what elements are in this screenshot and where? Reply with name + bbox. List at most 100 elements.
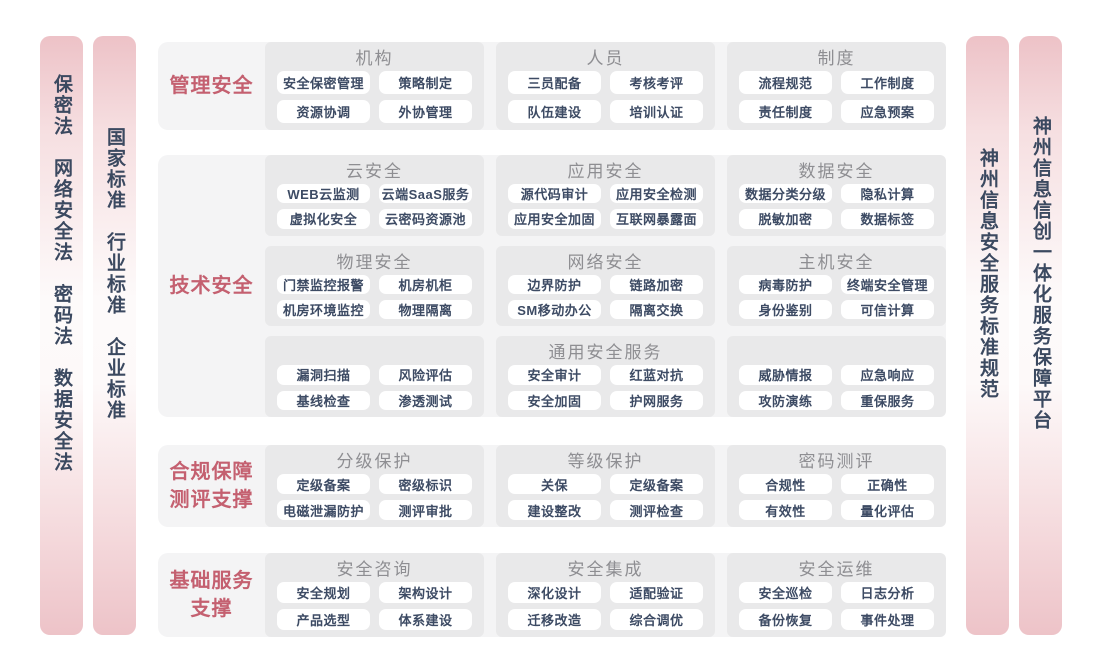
- capability-chip: 关保: [508, 474, 601, 494]
- capability-chip: 定级备案: [277, 474, 370, 494]
- capability-chips: 三员配备 考核考评 队伍建设 培训认证: [506, 71, 705, 123]
- capability-chip: 安全加固: [508, 390, 601, 410]
- section-label: 管理安全: [158, 42, 265, 130]
- capability-chip: 隔离交换: [610, 299, 703, 320]
- section-row: 技术安全 云安全 WEB云监测 云端SaaS服务 虚拟化安全 云密码资源池 应用安全 源代码审…: [158, 155, 946, 417]
- category-title: [275, 340, 474, 365]
- category-block: 安全集成 深化设计 适配验证 迁移改造 综合调优: [496, 553, 715, 637]
- platform-bar: 神州信息信创一体化服务保障平台: [1019, 36, 1062, 635]
- capability-chip: 测评审批: [379, 500, 472, 520]
- capability-chip: 基线检查: [277, 390, 370, 410]
- category-title: 人员: [586, 49, 625, 68]
- category-block: 云安全 WEB云监测 云端SaaS服务 虚拟化安全 云密码资源池: [265, 155, 484, 236]
- capability-chips: 定级备案 密级标识 电磁泄漏防护 测评审批: [275, 474, 474, 520]
- capability-chip: 应急响应: [841, 365, 934, 385]
- capability-chip: 日志分析: [841, 582, 934, 603]
- capability-chip: 建设整改: [508, 500, 601, 520]
- capability-chip: 数据分类分级: [739, 184, 832, 204]
- capability-chip: 互联网暴露面: [610, 209, 703, 229]
- category-block: 主机安全 病毒防护 终端安全管理 身份鉴别 可信计算: [727, 245, 946, 327]
- capability-chip: 云密码资源池: [379, 209, 472, 229]
- capability-chip: 综合调优: [610, 609, 703, 630]
- category-block: 密码测评合规性 正确性 有效性 量化评估: [727, 445, 946, 527]
- main-panel: 管理安全 机构 安全保密管理 策略制定 资源协调 外协管理 人员 三员配备 考核考评 队伍建设 培训…: [158, 42, 946, 637]
- capability-chip: 物理隔离: [379, 299, 472, 320]
- capability-chip: 机房环境监控: [277, 299, 370, 320]
- capability-chip: 适配验证: [610, 582, 703, 603]
- section-label-line: 测评支撑: [169, 489, 254, 511]
- category-block: 威胁情报 应急响应 攻防演练 重保服务: [727, 336, 946, 417]
- category-block: 制度 流程规范 工作制度 责任制度 应急预案: [727, 42, 946, 130]
- capability-chips: 数据分类分级 隐私计算 脱敏加密 数据标签: [737, 184, 936, 229]
- category-block: 物理安全 门禁监控报警 机房机柜 机房环境监控 物理隔离: [265, 245, 484, 327]
- capability-chip: WEB云监测: [277, 184, 370, 204]
- capability-chip: SM移动办公: [508, 299, 601, 320]
- capability-chip: 应急预案: [841, 100, 934, 123]
- capability-chip: 攻防演练: [739, 390, 832, 410]
- standards-bar: 国家标准 行业标准 企业标准: [93, 36, 136, 635]
- capability-chip: 机房机柜: [379, 274, 472, 294]
- category-title: 安全咨询: [336, 560, 413, 579]
- capability-chip: 架构设计: [379, 582, 472, 603]
- capability-chip: 责任制度: [739, 100, 832, 123]
- capability-chip: 云端SaaS服务: [379, 184, 472, 204]
- service-standard-bar-text: 神州信息安全服务标准规范: [977, 147, 998, 400]
- capability-chip: 风险评估: [379, 365, 472, 385]
- capability-chip: 量化评估: [841, 500, 934, 520]
- section-content: 安全咨询 安全规划 架构设计 产品选型 体系建设 安全集成 深化设计 适配验证 迁移改造 综合调优…: [265, 553, 946, 637]
- category-title: 等级保护: [567, 452, 644, 471]
- capability-chip: 三员配备: [508, 71, 601, 94]
- category-title: 密码测评: [798, 452, 875, 471]
- category-block: 人员三员配备 考核考评 队伍建设 培训认证: [496, 42, 715, 130]
- capability-chips: 安全巡检 日志分析 备份恢复 事件处理: [737, 582, 936, 630]
- platform-bar-text: 神州信息信创一体化服务保障平台: [1030, 116, 1051, 431]
- category-block: 分级保护定级备案 密级标识 电磁泄漏防护 测评审批: [265, 445, 484, 527]
- capability-chip: 培训认证: [610, 100, 703, 123]
- capability-chips: WEB云监测 云端SaaS服务 虚拟化安全 云密码资源池: [275, 184, 474, 229]
- capability-chip: 渗透测试: [379, 390, 472, 410]
- category-title: 网络安全: [567, 252, 644, 272]
- capability-chip: 终端安全管理: [841, 274, 934, 294]
- capability-chip: 应用安全检测: [610, 184, 703, 204]
- capability-chip: 密级标识: [379, 474, 472, 494]
- category-block: 通用安全服务 安全审计 红蓝对抗 安全加固 护网服务: [496, 336, 715, 417]
- capability-chip: 安全巡检: [739, 582, 832, 603]
- category-title: 物理安全: [336, 252, 413, 272]
- capability-chips: 合规性 正确性 有效性 量化评估: [737, 474, 936, 520]
- capability-chip: 虚拟化安全: [277, 209, 370, 229]
- capability-chip: 深化设计: [508, 582, 601, 603]
- category-block: 漏洞扫描 风险评估 基线检查 渗透测试: [265, 336, 484, 417]
- category-title: [737, 340, 936, 365]
- capability-chip: 红蓝对抗: [610, 365, 703, 385]
- capability-chip: 应用安全加固: [508, 209, 601, 229]
- category-title: 主机安全: [798, 252, 875, 272]
- capability-chip: 数据标签: [841, 209, 934, 229]
- capability-chip: 正确性: [841, 474, 934, 494]
- capability-chip: 流程规范: [739, 71, 832, 94]
- capability-chips: 边界防护 链路加密 SM移动办公 隔离交换: [506, 274, 705, 320]
- category-title: 分级保护: [336, 452, 413, 471]
- capability-chip: 安全审计: [508, 365, 601, 385]
- capability-chip: 考核考评: [610, 71, 703, 94]
- capability-chips: 安全审计 红蓝对抗 安全加固 护网服务: [506, 365, 705, 410]
- section-content: 分级保护 定级备案 密级标识 电磁泄漏防护 测评审批 等级保护 关保 定级备案 建设整改 测评检查…: [265, 445, 946, 527]
- standards-bar-text: 国家标准 行业标准 企业标准: [104, 126, 125, 421]
- capability-chip: 定级备案: [610, 474, 703, 494]
- section-content: 机构 安全保密管理 策略制定 资源协调 外协管理 人员 三员配备 考核考评 队伍建设 培训认证 制度…: [265, 42, 946, 130]
- laws-bar: 保密法 网络安全法 密码法 数据安全法: [40, 36, 83, 635]
- laws-bar-text: 保密法 网络安全法 密码法 数据安全法: [51, 74, 72, 473]
- capability-chip: 隐私计算: [841, 184, 934, 204]
- category-block: 等级保护关保 定级备案 建设整改 测评检查: [496, 445, 715, 527]
- capability-chips: 关保 定级备案 建设整改 测评检查: [506, 474, 705, 520]
- capability-chip: 迁移改造: [508, 609, 601, 630]
- section-label-line: 技术安全: [169, 275, 254, 297]
- section-content: 云安全 WEB云监测 云端SaaS服务 虚拟化安全 云密码资源池 应用安全 源代码审计 应用安…: [265, 155, 946, 417]
- capability-chip: 护网服务: [610, 390, 703, 410]
- capability-chip: 可信计算: [841, 299, 934, 320]
- capability-chip: 队伍建设: [508, 100, 601, 123]
- capability-chip: 策略制定: [379, 71, 472, 94]
- category-title: 机构: [355, 49, 394, 68]
- capability-chips: 漏洞扫描 风险评估 基线检查 渗透测试: [275, 365, 474, 410]
- category-block: 应用安全 源代码审计 应用安全检测 应用安全加固 互联网暴露面: [496, 155, 715, 236]
- category-title: 制度: [817, 49, 856, 68]
